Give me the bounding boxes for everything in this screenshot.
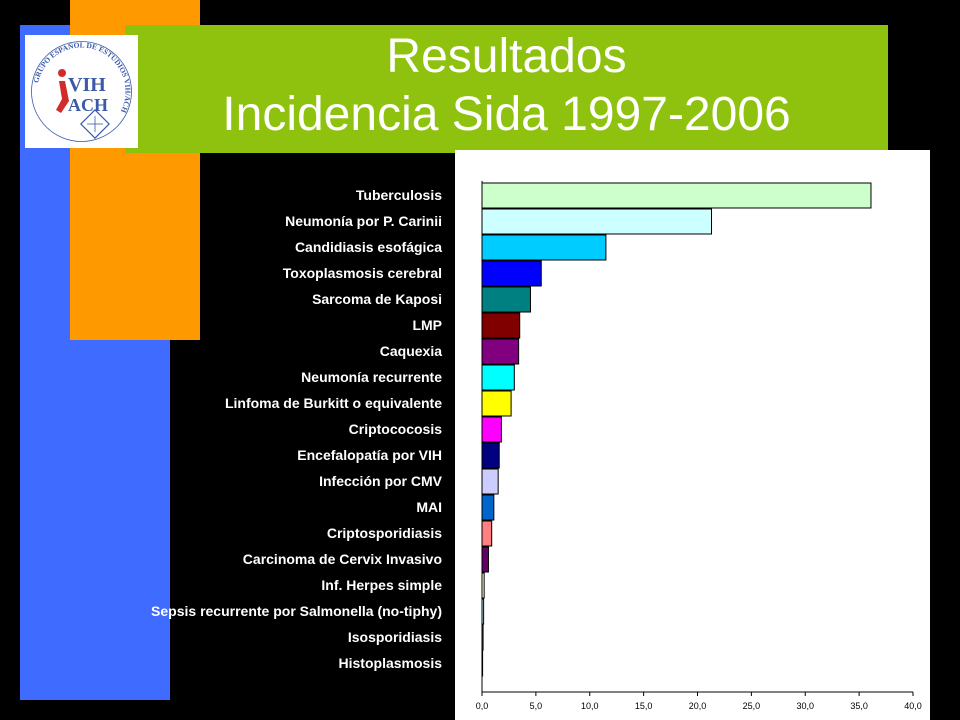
logo-emblem: GRUPO ESPAÑOL DE ESTUDIOS VIH/ACH VIH AC…	[31, 40, 133, 142]
category-label: Inf. Herpes simple	[321, 577, 442, 593]
bar-8	[481, 364, 515, 391]
category-label: Toxoplasmosis cerebral	[282, 265, 442, 281]
category-label: Tuberculosis	[355, 187, 442, 203]
category-labels: Tuberculosis Neumonía por P. Carinii Candi…	[30, 170, 442, 671]
category-label: Sarcoma de Kaposi	[312, 291, 442, 307]
bar-2	[481, 208, 713, 235]
category-label: Caquexia	[379, 343, 442, 359]
category-label: LMP	[412, 317, 442, 333]
bar-10	[481, 416, 502, 443]
bar-14	[481, 520, 493, 547]
x-tick-label: 20,0	[689, 701, 707, 711]
category-label: Criptococosis	[348, 421, 442, 437]
x-tick-label: 0,0	[476, 701, 489, 711]
title-line-2: Incidencia Sida 1997-2006	[222, 88, 791, 141]
category-label: Encefalopatía por VIH	[297, 447, 442, 463]
bar-5	[481, 286, 531, 313]
x-tick-label: 15,0	[635, 701, 653, 711]
bar-6	[481, 312, 521, 339]
logo-figure-body	[56, 81, 69, 113]
category-label: Infección por CMV	[319, 473, 442, 489]
title-line-1: Resultados	[386, 30, 627, 83]
x-tick-label: 25,0	[743, 701, 761, 711]
category-label: Candidiasis esofágica	[294, 239, 442, 255]
category-label: Linfoma de Burkitt o equivalente	[224, 395, 442, 411]
bar-7	[481, 338, 520, 365]
logo-lattice-icon	[80, 109, 110, 139]
slide-title: Resultados Incidencia Sida 1997-2006	[125, 28, 888, 144]
x-tick-label: 30,0	[796, 701, 814, 711]
category-label: Sepsis recurrente por Salmonella (no-tip…	[151, 603, 442, 619]
category-label: Criptosporidiasis	[326, 525, 442, 541]
category-label: MAI	[416, 499, 442, 515]
title-band	[125, 25, 888, 153]
category-label: Carcinoma de Cervix Invasivo	[242, 551, 442, 567]
bar-12	[481, 468, 499, 495]
logo-ring	[31, 41, 132, 142]
category-label: Histoplasmosis	[338, 655, 442, 671]
category-label: Isosporidiasis	[347, 629, 442, 645]
bar-9	[481, 390, 512, 417]
bar-4	[481, 260, 542, 287]
bar-13	[481, 494, 495, 521]
x-tick-label: 35,0	[850, 701, 868, 711]
bar-3	[481, 234, 607, 261]
category-label: Neumonía por P. Carinii	[285, 213, 442, 229]
bar-11	[481, 442, 500, 469]
logo-mark-top: VIH	[68, 74, 106, 96]
logo-figure-head	[58, 69, 66, 77]
category-label: Neumonía recurrente	[301, 369, 442, 385]
bar-1	[481, 182, 872, 209]
logo: GRUPO ESPAÑOL DE ESTUDIOS VIH/ACH VIH AC…	[25, 35, 138, 148]
bar-15	[481, 546, 489, 573]
logo-mark-bottom: ACH	[68, 95, 108, 115]
x-tick-label: 40,0	[904, 701, 922, 711]
x-tick-label: 10,0	[581, 701, 599, 711]
x-tick-label: 5,0	[530, 701, 543, 711]
